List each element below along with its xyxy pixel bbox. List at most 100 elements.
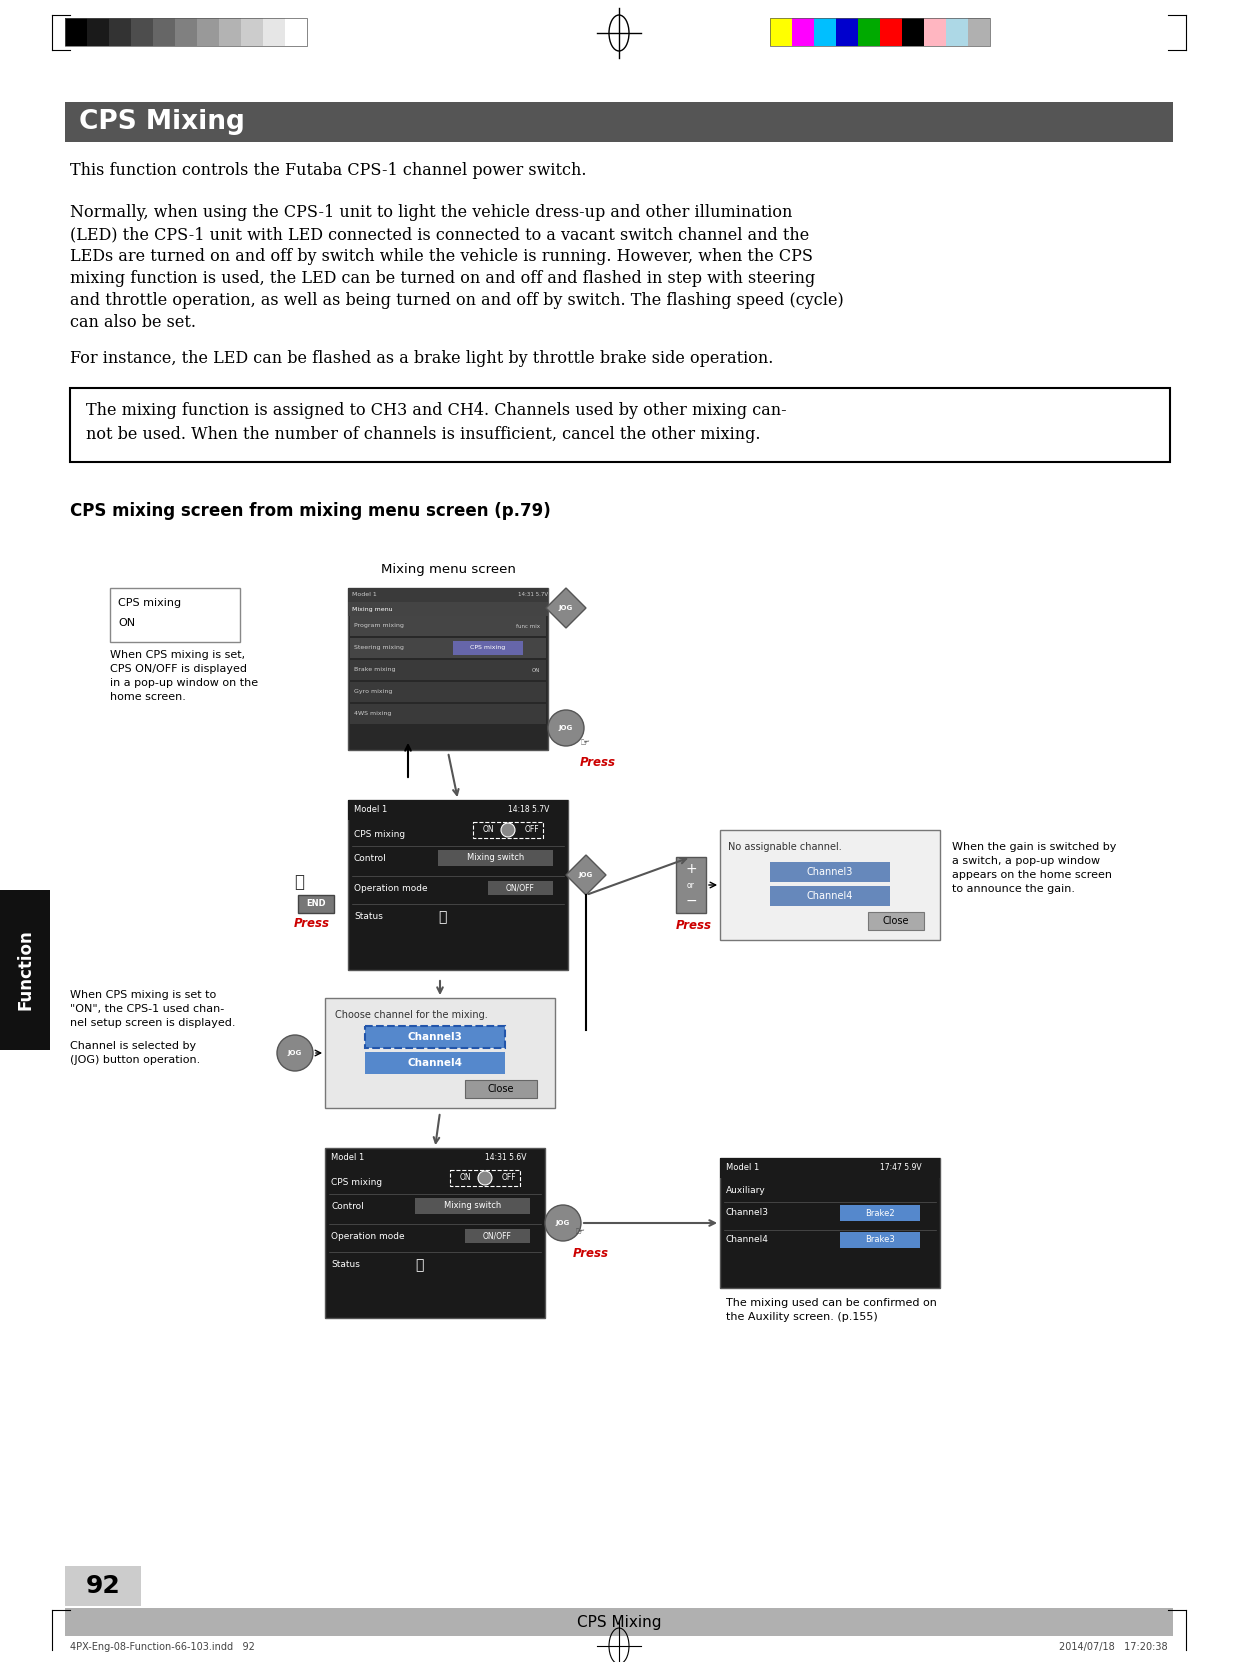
Text: ON: ON	[531, 668, 540, 673]
Text: Channel4: Channel4	[407, 1059, 463, 1069]
Text: Choose channel for the mixing.: Choose channel for the mixing.	[335, 1010, 488, 1020]
Text: Close: Close	[488, 1084, 514, 1094]
Text: func mix: func mix	[516, 623, 540, 628]
Text: JOG: JOG	[579, 873, 593, 878]
Text: +: +	[685, 863, 697, 876]
Bar	[197, 18, 219, 47]
Text: OFF: OFF	[525, 826, 540, 834]
Bar	[350, 660, 546, 680]
Text: mixing function is used, the LED can be turned on and off and flashed in step wi: mixing function is used, the LED can be …	[71, 269, 816, 288]
Bar	[449, 1170, 520, 1187]
Circle shape	[478, 1172, 491, 1185]
Bar	[350, 705, 546, 725]
Text: (LED) the CPS-1 unit with LED connected is connected to a vacant switch channel : (LED) the CPS-1 unit with LED connected …	[71, 226, 810, 243]
Text: Channel3: Channel3	[407, 1032, 463, 1042]
Bar	[154, 18, 175, 47]
Bar	[87, 18, 109, 47]
Text: Brake3: Brake3	[865, 1235, 895, 1245]
Bar	[721, 1158, 940, 1178]
Text: LEDs are turned on and off by switch while the vehicle is running. However, when: LEDs are turned on and off by switch whi…	[71, 248, 813, 264]
Text: ☞: ☞	[574, 1227, 586, 1237]
Text: Model 1: Model 1	[331, 1153, 364, 1162]
Bar	[71, 387, 1170, 462]
Text: ✋: ✋	[293, 873, 305, 891]
Text: Steering mixing: Steering mixing	[354, 645, 404, 650]
Circle shape	[548, 710, 584, 746]
Text: CPS mixing: CPS mixing	[354, 829, 405, 839]
Text: JOG: JOG	[558, 725, 573, 731]
Text: Channel4: Channel4	[807, 891, 853, 901]
Bar	[0, 889, 50, 1050]
Bar	[365, 1025, 505, 1049]
Bar	[298, 896, 334, 912]
Text: JOG: JOG	[556, 1220, 571, 1227]
Bar	[285, 18, 307, 47]
Text: Brake mixing: Brake mixing	[354, 668, 395, 673]
Text: Operation mode: Operation mode	[354, 884, 427, 892]
Text: Channel4: Channel4	[725, 1235, 769, 1243]
Text: Press: Press	[579, 756, 617, 770]
Bar	[109, 18, 131, 47]
Text: Control: Control	[331, 1202, 364, 1212]
Bar	[488, 881, 553, 896]
Bar	[348, 799, 568, 971]
Text: −: −	[685, 894, 697, 907]
Text: CPS mixing screen from mixing menu screen (p.79): CPS mixing screen from mixing menu scree…	[71, 502, 551, 520]
Bar	[326, 997, 555, 1109]
Polygon shape	[546, 588, 586, 628]
Text: 🍃: 🍃	[438, 911, 447, 924]
Bar	[770, 863, 890, 883]
Text: When CPS mixing is set to
"ON", the CPS-1 used chan-
nel setup screen is display: When CPS mixing is set to "ON", the CPS-…	[71, 991, 235, 1029]
Text: CPS Mixing: CPS Mixing	[79, 110, 245, 135]
Bar	[415, 1198, 530, 1213]
Bar	[66, 18, 87, 47]
Text: 14:31 5.6V: 14:31 5.6V	[485, 1153, 526, 1162]
Bar	[815, 18, 836, 47]
Bar	[858, 18, 880, 47]
Text: Status: Status	[354, 912, 383, 921]
Bar	[131, 18, 154, 47]
Bar	[262, 18, 285, 47]
Bar	[721, 829, 940, 941]
Bar	[241, 18, 262, 47]
Text: CPS mixing: CPS mixing	[331, 1178, 383, 1187]
Text: Close: Close	[883, 916, 909, 926]
Bar	[841, 1205, 920, 1222]
Text: CPS mixing: CPS mixing	[118, 598, 181, 608]
Bar	[66, 1609, 1172, 1635]
Bar	[350, 617, 546, 637]
Text: The mixing function is assigned to CH3 and CH4. Channels used by other mixing ca: The mixing function is assigned to CH3 a…	[85, 402, 786, 419]
Bar	[66, 1566, 141, 1605]
Text: When CPS mixing is set,
CPS ON/OFF is displayed
in a pop-up window on the
home s: When CPS mixing is set, CPS ON/OFF is di…	[110, 650, 259, 701]
Circle shape	[501, 823, 515, 838]
Text: No assignable channel.: No assignable channel.	[728, 843, 842, 853]
Bar	[453, 642, 522, 655]
Text: 17:47 5.9V: 17:47 5.9V	[880, 1163, 921, 1172]
Bar	[348, 799, 568, 819]
Text: Model 1: Model 1	[725, 1163, 759, 1172]
Bar	[903, 18, 924, 47]
Text: Brake2: Brake2	[865, 1208, 895, 1218]
Bar	[365, 1052, 505, 1074]
Text: CPS Mixing: CPS Mixing	[577, 1614, 661, 1629]
Text: Status: Status	[331, 1260, 360, 1270]
Text: Channel3: Channel3	[807, 868, 853, 878]
Text: Normally, when using the CPS-1 unit to light the vehicle dress-up and other illu: Normally, when using the CPS-1 unit to l…	[71, 204, 792, 221]
Text: Auxiliary: Auxiliary	[725, 1187, 766, 1195]
Bar	[348, 602, 548, 617]
Text: Model 1: Model 1	[352, 592, 376, 598]
Bar	[841, 1232, 920, 1248]
Text: JOG: JOG	[288, 1050, 302, 1055]
Bar	[66, 18, 307, 47]
Text: CPS mixing: CPS mixing	[470, 645, 505, 650]
Bar	[348, 588, 548, 602]
Text: 🍃: 🍃	[415, 1258, 423, 1271]
Text: Press: Press	[573, 1246, 609, 1260]
Bar	[770, 18, 990, 47]
Text: 14:18 5.7V: 14:18 5.7V	[508, 806, 550, 814]
Text: not be used. When the number of channels is insufficient, cancel the other mixin: not be used. When the number of channels…	[85, 425, 760, 444]
Text: Control: Control	[354, 854, 386, 863]
Text: When the gain is switched by
a switch, a pop-up window
appears on the home scree: When the gain is switched by a switch, a…	[952, 843, 1117, 894]
Bar	[924, 18, 946, 47]
Text: JOG: JOG	[558, 605, 573, 612]
